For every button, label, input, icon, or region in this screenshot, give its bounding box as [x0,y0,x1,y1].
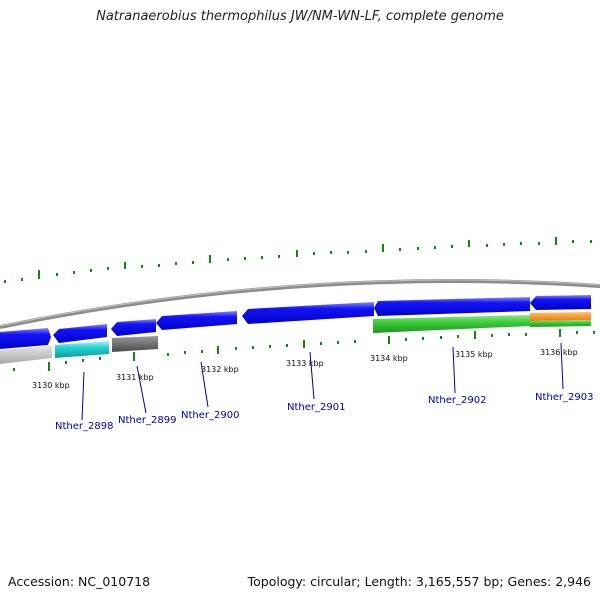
gene-labels: Nther_2898 Nther_2899 Nther_2900 Nther_2… [55,392,593,432]
category-block-cyan [55,341,109,358]
scale-tick-label: 3131 kbp [116,373,154,382]
scale-tick-label: 3130 kbp [32,381,70,390]
cds-track-forward [0,295,591,349]
gene-label-nther-2899[interactable]: Nther_2899 [118,415,176,426]
category-block-darkgray [112,336,158,352]
genome-summary: Topology: circular; Length: 3,165,557 bp… [247,574,591,589]
category-block-green [373,315,530,333]
category-block-gray [0,346,52,364]
page-title: Natranaerobius thermophilus JW/NM-WN-LF,… [96,9,504,24]
gene-label-nther-2898[interactable]: Nther_2898 [55,421,113,432]
scale-tick-label: 3135 kbp [455,350,493,359]
scale-tick-label: 3136 kbp [540,348,578,357]
accession-label: Accession: NC_010718 [8,574,151,589]
gene-leader-lines [81,342,564,421]
cds-category-track [0,312,591,364]
scale-tick-label: 3134 kbp [370,354,408,363]
gene-label-nther-2900[interactable]: Nther_2900 [181,410,239,421]
cds-arrow-nther-2899-upper[interactable] [53,324,107,343]
gc-skew-ticks-bottom [13,329,595,371]
genome-backbone-highlight [0,279,600,327]
genome-backbone [0,279,600,329]
cds-arrow-nther-2900-upper[interactable] [111,319,156,336]
cds-arrow-terminal-upper[interactable] [530,295,591,310]
cds-arrow-nther-2902-upper[interactable] [242,302,374,324]
scale-ticks: 3130 kbp 3131 kbp 3132 kbp 3133 kbp 3134… [32,348,578,390]
category-block-green-tail [530,320,591,327]
scale-tick-label: 3132 kbp [201,365,239,374]
cds-arrow-nther-2903-upper[interactable] [374,297,530,316]
gene-label-nther-2901[interactable]: Nther_2901 [287,402,345,413]
scale-tick-label: 3133 kbp [286,359,324,368]
gene-label-nther-2903[interactable]: Nther_2903 [535,392,593,403]
gene-label-nther-2902[interactable]: Nther_2902 [428,395,486,406]
gc-skew-ticks-top [4,237,592,283]
category-block-orange [530,312,591,321]
cds-arrow-nther-2901-upper[interactable] [156,311,237,330]
cds-arrow-nther-2898-upper[interactable] [0,328,51,349]
